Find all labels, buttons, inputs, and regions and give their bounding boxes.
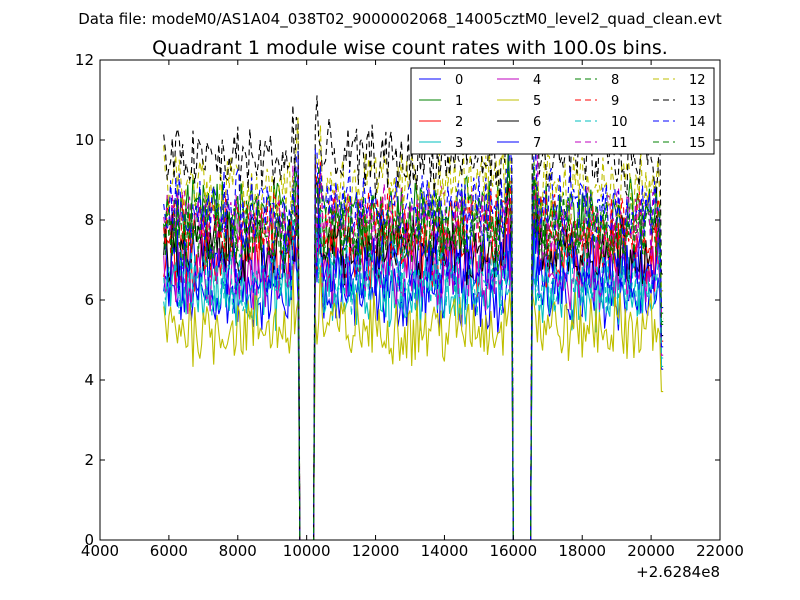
legend-label-2: 2 xyxy=(455,115,463,130)
legend-label-13: 13 xyxy=(689,94,706,109)
legend-label-1: 1 xyxy=(455,94,463,109)
legend-label-5: 5 xyxy=(533,94,541,109)
legend-label-14: 14 xyxy=(689,115,706,130)
legend-label-7: 7 xyxy=(533,136,541,151)
series-line-13 xyxy=(163,93,664,540)
chart-suptitle: Data file: modeM0/AS1A04_038T02_90000020… xyxy=(78,10,722,29)
series-line-7 xyxy=(163,208,664,540)
axis-ticks: 4000 6000 8000 10000 12000 14000 16000 18000 200… xyxy=(75,51,744,560)
legend-label-6: 6 xyxy=(533,115,541,130)
x-offset-label: +2.6284e8 xyxy=(636,563,720,581)
series-line-10 xyxy=(163,210,664,540)
legend-label-10: 10 xyxy=(611,115,628,130)
x-tick-label: 22000 xyxy=(696,542,744,560)
legend-box xyxy=(410,67,715,155)
y-tick-label: 8 xyxy=(84,211,94,229)
legend-label-0: 0 xyxy=(455,73,463,88)
y-tick-label: 10 xyxy=(75,131,94,149)
series-layer xyxy=(163,93,664,540)
y-tick-label: 2 xyxy=(84,451,94,469)
series-line-14 xyxy=(163,143,664,540)
x-tick-label: 12000 xyxy=(352,542,400,560)
x-tick-label: 4000 xyxy=(81,542,119,560)
chart-title: Quadrant 1 module wise count rates with … xyxy=(152,37,668,59)
legend-label-3: 3 xyxy=(455,136,463,151)
y-tick-label: 12 xyxy=(75,51,94,69)
series-line-15 xyxy=(163,162,664,540)
x-tick-label: 8000 xyxy=(219,542,257,560)
legend-label-4: 4 xyxy=(533,73,541,88)
x-tick-label: 6000 xyxy=(150,542,188,560)
series-line-8 xyxy=(163,165,664,540)
legend-label-9: 9 xyxy=(611,94,619,109)
x-tick-label: 18000 xyxy=(558,542,606,560)
y-tick-label: 0 xyxy=(84,531,94,549)
x-tick-label: 20000 xyxy=(627,542,675,560)
x-tick-label: 10000 xyxy=(283,542,331,560)
y-tick-label: 4 xyxy=(84,371,94,389)
series-line-12 xyxy=(163,117,664,540)
series-line-5 xyxy=(163,263,664,540)
x-tick-label: 16000 xyxy=(489,542,537,560)
legend-label-15: 15 xyxy=(689,136,706,151)
x-tick-label: 14000 xyxy=(421,542,469,560)
legend-label-8: 8 xyxy=(611,73,619,88)
legend-label-11: 11 xyxy=(611,136,628,151)
legend-label-12: 12 xyxy=(689,73,706,88)
y-tick-label: 6 xyxy=(84,291,94,309)
